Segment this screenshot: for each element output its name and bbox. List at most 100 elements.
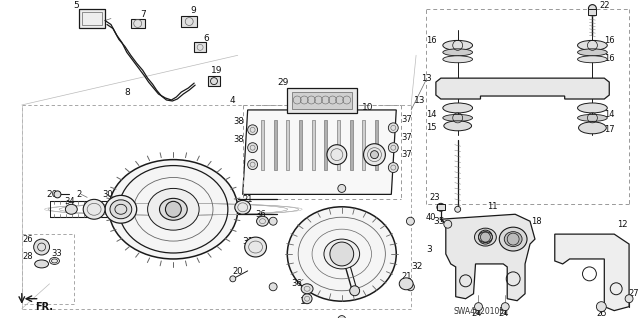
Text: 3: 3 (426, 245, 432, 254)
Ellipse shape (399, 278, 413, 290)
Text: 28: 28 (23, 252, 33, 262)
Text: SWA4B2010E: SWA4B2010E (454, 307, 505, 316)
Text: FR.: FR. (35, 302, 52, 312)
Text: 33: 33 (51, 249, 62, 258)
Ellipse shape (301, 284, 313, 294)
Text: 6: 6 (203, 34, 209, 43)
Text: 20: 20 (47, 190, 58, 199)
Text: 10: 10 (362, 103, 373, 113)
Bar (261, 120, 264, 169)
Text: 19: 19 (211, 66, 223, 75)
Circle shape (166, 201, 181, 217)
Circle shape (444, 220, 452, 228)
Text: 29: 29 (277, 78, 289, 87)
Ellipse shape (35, 260, 49, 268)
Text: 35: 35 (433, 217, 444, 226)
Bar (337, 120, 340, 169)
Bar (181, 16, 197, 27)
Ellipse shape (235, 200, 251, 214)
Bar (286, 120, 289, 169)
Ellipse shape (49, 257, 60, 264)
Circle shape (211, 78, 218, 85)
Circle shape (474, 303, 483, 311)
Text: 16: 16 (426, 36, 436, 45)
Text: 25: 25 (596, 309, 607, 318)
Text: 13: 13 (414, 95, 426, 105)
Ellipse shape (257, 216, 268, 226)
Circle shape (625, 295, 633, 303)
Text: 1: 1 (300, 297, 306, 306)
Ellipse shape (577, 41, 607, 50)
Text: 27: 27 (628, 289, 639, 298)
Ellipse shape (577, 103, 607, 113)
Bar (287, 88, 356, 113)
Ellipse shape (577, 49, 607, 56)
Ellipse shape (474, 228, 497, 246)
Circle shape (330, 242, 354, 266)
Text: 5: 5 (74, 1, 79, 10)
Polygon shape (243, 110, 396, 194)
Ellipse shape (109, 160, 237, 259)
Text: 21: 21 (401, 272, 412, 281)
Circle shape (248, 125, 257, 135)
Ellipse shape (443, 41, 472, 50)
Circle shape (54, 191, 61, 198)
Text: 4: 4 (230, 95, 236, 105)
Text: 14: 14 (426, 110, 436, 119)
Ellipse shape (479, 232, 492, 242)
Polygon shape (436, 78, 609, 99)
Text: 22: 22 (599, 1, 610, 10)
Ellipse shape (577, 56, 607, 63)
Circle shape (248, 160, 257, 169)
Text: 24: 24 (472, 309, 482, 318)
Ellipse shape (579, 122, 606, 134)
Circle shape (388, 163, 398, 173)
Ellipse shape (110, 200, 132, 219)
Bar (194, 42, 206, 52)
Text: 11: 11 (488, 202, 498, 211)
Text: 17: 17 (604, 125, 615, 134)
Ellipse shape (364, 144, 385, 166)
Ellipse shape (504, 232, 522, 247)
Ellipse shape (443, 49, 472, 56)
Circle shape (338, 184, 346, 192)
Circle shape (588, 4, 596, 12)
Text: 18: 18 (531, 217, 541, 226)
Text: 9: 9 (190, 6, 196, 15)
Text: 13: 13 (421, 74, 431, 83)
Circle shape (406, 283, 414, 291)
Bar (82, 11, 102, 26)
Text: 20: 20 (233, 267, 243, 276)
Text: 37: 37 (401, 133, 412, 142)
Text: 21: 21 (243, 195, 253, 204)
Circle shape (501, 303, 509, 311)
Circle shape (34, 239, 49, 255)
Ellipse shape (444, 121, 472, 131)
Bar (292, 92, 352, 109)
Circle shape (269, 283, 277, 291)
Text: 40: 40 (426, 213, 436, 222)
Bar (79, 9, 105, 28)
Circle shape (388, 123, 398, 133)
Bar (349, 120, 353, 169)
Text: 16: 16 (604, 36, 615, 45)
Text: 34: 34 (65, 197, 75, 206)
Bar (588, 9, 596, 15)
Text: 30: 30 (102, 190, 113, 199)
Bar (208, 76, 220, 86)
Bar (375, 120, 378, 169)
Text: 36: 36 (291, 279, 302, 288)
Ellipse shape (105, 195, 137, 223)
Circle shape (388, 143, 398, 153)
Text: 12: 12 (617, 220, 628, 229)
Ellipse shape (443, 115, 472, 121)
Text: 38: 38 (233, 135, 244, 144)
Polygon shape (555, 234, 629, 311)
Text: 24: 24 (499, 309, 509, 318)
Circle shape (230, 276, 236, 282)
Circle shape (437, 203, 445, 211)
Text: 32: 32 (411, 263, 422, 271)
Ellipse shape (499, 227, 527, 251)
Polygon shape (441, 214, 535, 301)
Text: 2: 2 (76, 190, 81, 199)
